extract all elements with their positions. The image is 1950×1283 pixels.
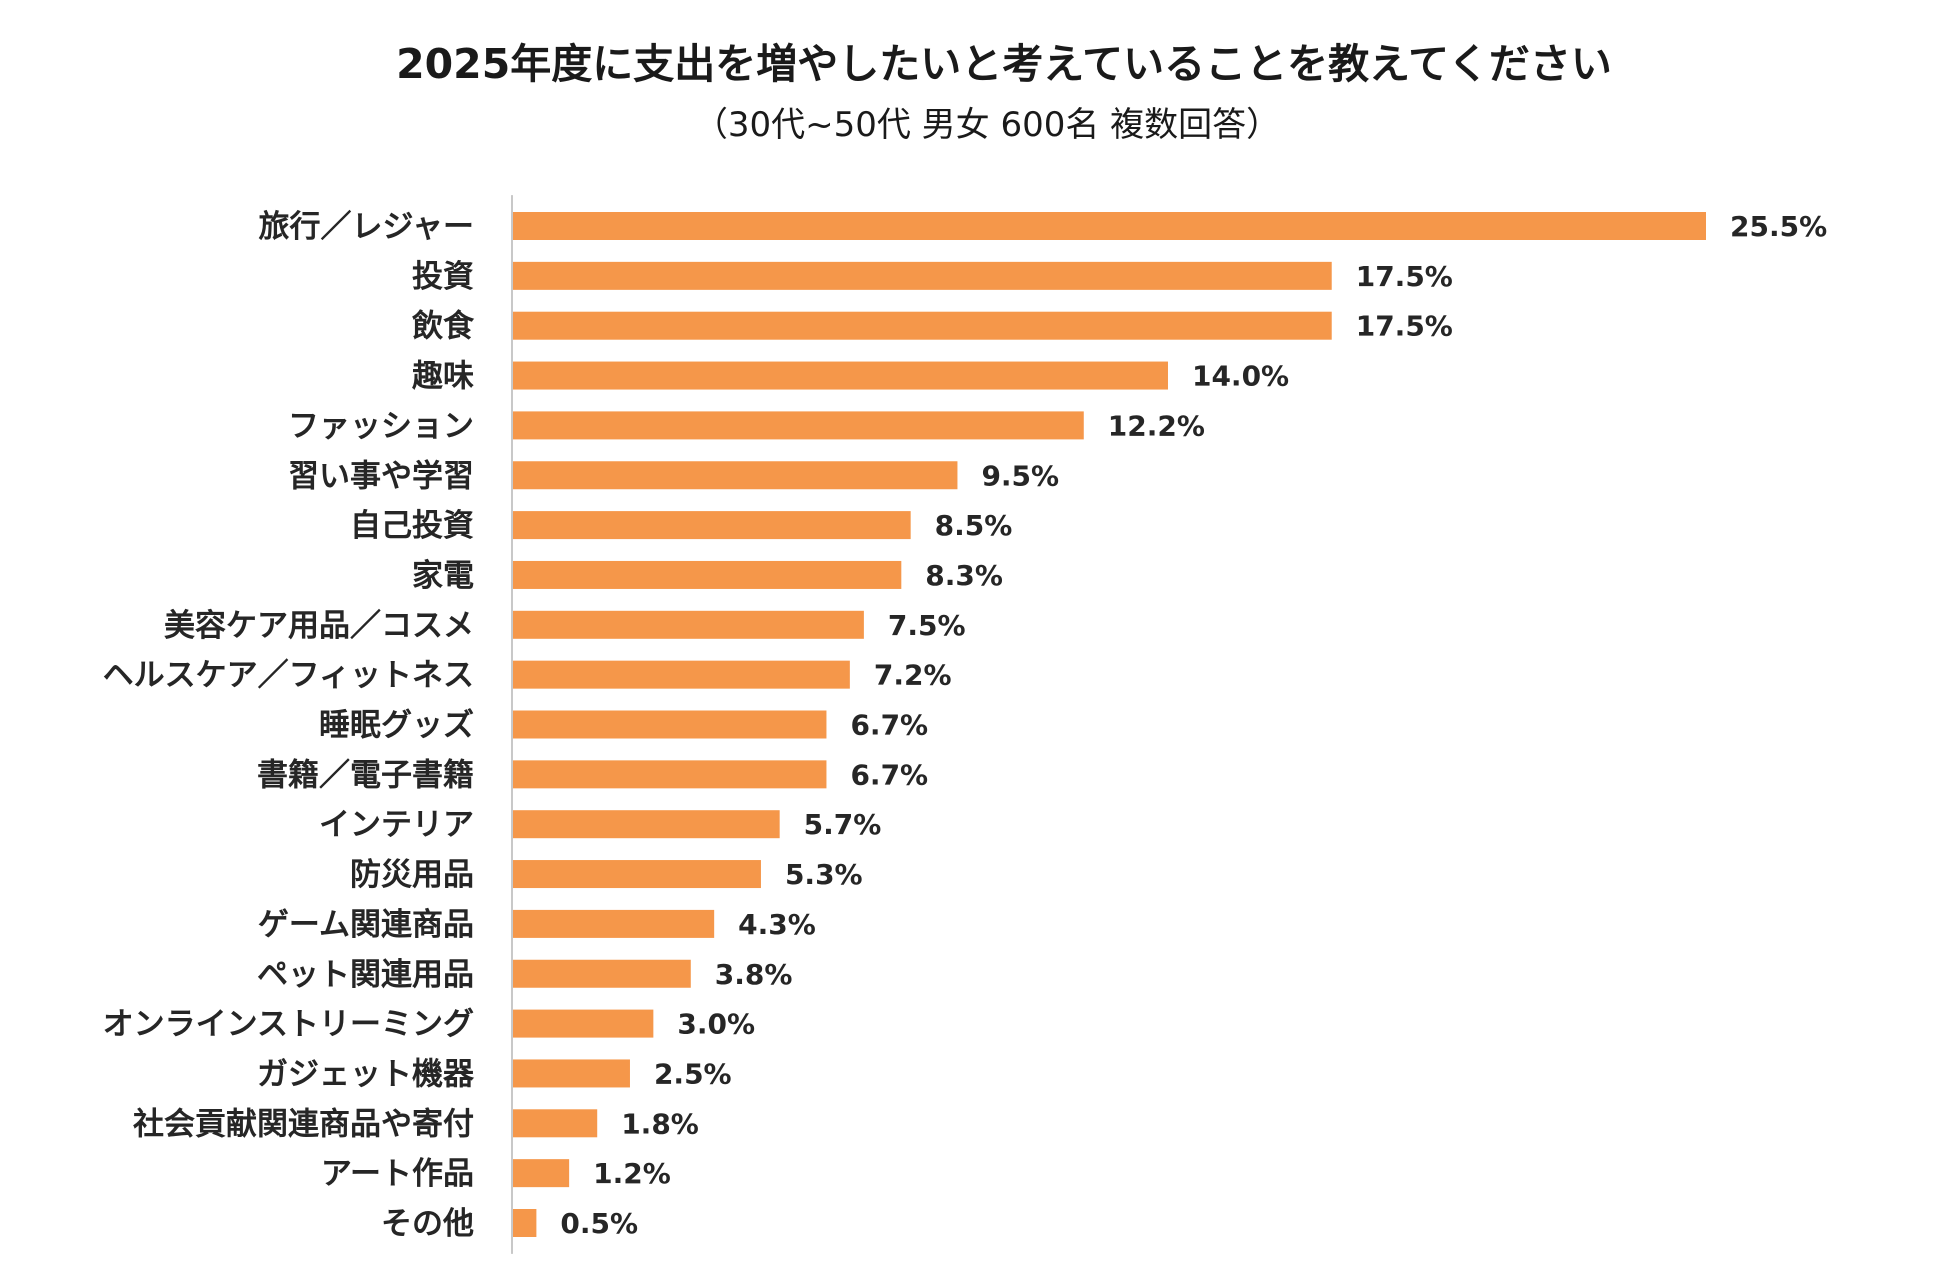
- category-label: 睡眠グッズ: [319, 708, 474, 744]
- bar: [513, 810, 780, 839]
- value-label: 14.0%: [1192, 360, 1289, 393]
- bar: [513, 660, 850, 689]
- bar-row: 家電 8.3%: [412, 558, 1003, 594]
- bar-row: アート作品 1.2%: [321, 1156, 671, 1192]
- value-label: 9.5%: [981, 459, 1059, 492]
- bar: [513, 1009, 654, 1038]
- value-label: 1.8%: [621, 1107, 699, 1140]
- category-label: ゲーム関連商品: [258, 907, 474, 943]
- value-label: 3.0%: [677, 1008, 755, 1041]
- category-label: 社会貢献関連商品や寄付: [133, 1106, 474, 1142]
- bar-row: 防災用品 5.3%: [350, 857, 863, 893]
- category-label: 趣味: [412, 359, 474, 395]
- bar-row: 投資 17.5%: [412, 259, 1453, 295]
- value-label: 1.2%: [593, 1157, 671, 1190]
- value-label: 8.3%: [925, 559, 1003, 592]
- bar: [513, 909, 715, 938]
- category-label: オンラインストリーミング: [103, 1007, 474, 1043]
- category-label: 美容ケア用品／コスメ: [164, 608, 474, 644]
- bar: [513, 361, 1168, 390]
- category-label: ガジェット機器: [257, 1056, 475, 1092]
- bar: [513, 461, 958, 490]
- bar: [513, 1109, 598, 1138]
- bar: [513, 511, 911, 540]
- value-label: 17.5%: [1356, 260, 1453, 293]
- value-label: 6.7%: [850, 709, 928, 742]
- value-label: 8.5%: [935, 509, 1013, 542]
- bar: [513, 560, 902, 589]
- bar-row: 習い事や学習 9.5%: [288, 458, 1059, 494]
- category-label: ファッション: [288, 408, 474, 444]
- bar-row: オンラインストリーミング 3.0%: [103, 1007, 755, 1043]
- bar: [513, 1159, 570, 1188]
- value-label: 25.5%: [1730, 210, 1827, 243]
- bar-row: ガジェット機器 2.5%: [257, 1056, 732, 1092]
- category-label: ペット関連用品: [257, 957, 474, 993]
- bar: [513, 261, 1332, 290]
- bars-group: 旅行／レジャー 25.5% 投資 17.5% 飲食 17.5% 趣味 14.0% ファッション 1…: [103, 209, 1828, 1242]
- bar: [513, 1059, 630, 1088]
- bar-row: インテリア 5.7%: [319, 807, 881, 843]
- bar-row: ヘルスケア／フィットネス 7.2%: [103, 658, 952, 694]
- bar-row: ゲーム関連商品 4.3%: [258, 907, 816, 943]
- value-label: 6.7%: [850, 758, 928, 791]
- value-label: 5.3%: [785, 858, 863, 891]
- bar-row: 社会貢献関連商品や寄付 1.8%: [133, 1106, 699, 1142]
- value-label: 7.2%: [874, 659, 952, 692]
- bar-row: ファッション 12.2%: [288, 408, 1205, 444]
- bar-row: 美容ケア用品／コスメ 7.5%: [164, 608, 966, 644]
- chart-subtitle: （30代~50代 男女 600名 複数回答）: [694, 105, 1280, 145]
- chart-title: 2025年度に支出を増やしたいと考えていることを教えてください: [396, 40, 1612, 88]
- bar-row: 書籍／電子書籍 6.7%: [257, 757, 928, 793]
- bar: [513, 411, 1084, 440]
- bar: [513, 610, 864, 639]
- category-label: 習い事や学習: [288, 458, 474, 494]
- category-label: 旅行／レジャー: [259, 209, 474, 245]
- value-label: 12.2%: [1108, 409, 1205, 442]
- value-label: 17.5%: [1356, 310, 1453, 343]
- bar: [513, 311, 1332, 340]
- category-label: 防災用品: [350, 857, 474, 893]
- value-label: 5.7%: [804, 808, 882, 841]
- bar: [513, 1209, 537, 1237]
- category-label: 自己投資: [350, 508, 474, 544]
- bar-row: その他 0.5%: [381, 1206, 638, 1242]
- value-label: 7.5%: [888, 609, 966, 642]
- category-label: アート作品: [321, 1156, 474, 1192]
- value-label: 0.5%: [560, 1207, 638, 1240]
- bar-row: 趣味 14.0%: [412, 359, 1289, 395]
- bar-row: 飲食 17.5%: [412, 309, 1453, 345]
- category-label: ヘルスケア／フィットネス: [103, 658, 474, 694]
- bar-row: 旅行／レジャー 25.5%: [259, 209, 1828, 245]
- value-label: 2.5%: [654, 1057, 732, 1090]
- category-label: 家電: [412, 558, 474, 594]
- category-label: 飲食: [412, 309, 475, 345]
- bar-row: ペット関連用品 3.8%: [257, 957, 792, 993]
- category-label: インテリア: [319, 807, 474, 843]
- bar: [513, 212, 1706, 240]
- bar: [513, 860, 761, 889]
- bar-row: 自己投資 8.5%: [350, 508, 1012, 544]
- bar: [513, 710, 827, 739]
- bar: [513, 959, 691, 988]
- category-label: その他: [381, 1206, 474, 1242]
- category-label: 投資: [412, 259, 474, 295]
- value-label: 4.3%: [738, 908, 816, 941]
- bar: [513, 760, 827, 789]
- value-label: 3.8%: [715, 958, 793, 991]
- bar-row: 睡眠グッズ 6.7%: [319, 708, 928, 744]
- category-label: 書籍／電子書籍: [257, 757, 474, 793]
